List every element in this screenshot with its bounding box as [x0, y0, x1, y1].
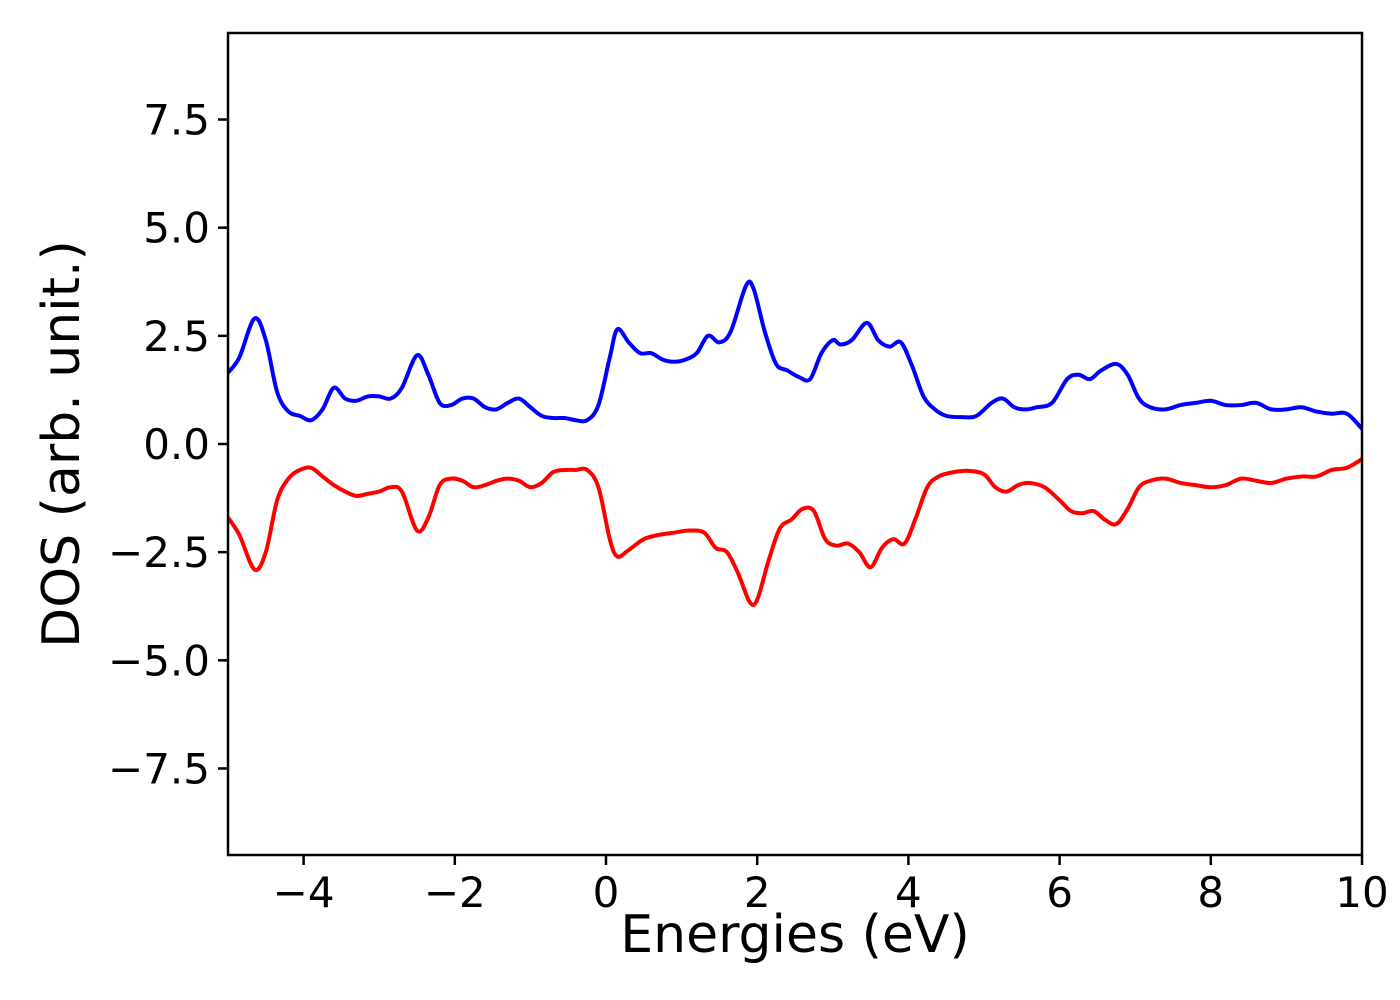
x-axis-label: Energies (eV) — [620, 905, 970, 965]
y-tick-label: 5.0 — [143, 204, 210, 253]
x-tick-label: 6 — [1046, 868, 1073, 917]
y-tick-label: 0.0 — [143, 420, 210, 469]
spin-down-dos-curve — [228, 457, 1362, 608]
x-tick-label: 0 — [593, 868, 620, 917]
y-tick-label: −7.5 — [108, 744, 210, 793]
spin-up-dos-curve — [228, 279, 1362, 431]
plot-spines — [226, 31, 1364, 857]
y-tick-label: −5.0 — [108, 636, 210, 685]
x-tick-label: 10 — [1335, 868, 1388, 917]
x-tick-label: −2 — [424, 868, 486, 917]
x-tick-label: −4 — [273, 868, 335, 917]
y-tick-label: −2.5 — [108, 528, 210, 577]
y-tick-label: 7.5 — [143, 96, 210, 145]
x-tick-label: 2 — [744, 868, 771, 917]
y-tick-label: 2.5 — [143, 312, 210, 361]
x-tick-label: 4 — [895, 868, 922, 917]
y-axis-label: DOS (arb. unit.) — [32, 240, 92, 648]
x-tick-label: 8 — [1197, 868, 1224, 917]
